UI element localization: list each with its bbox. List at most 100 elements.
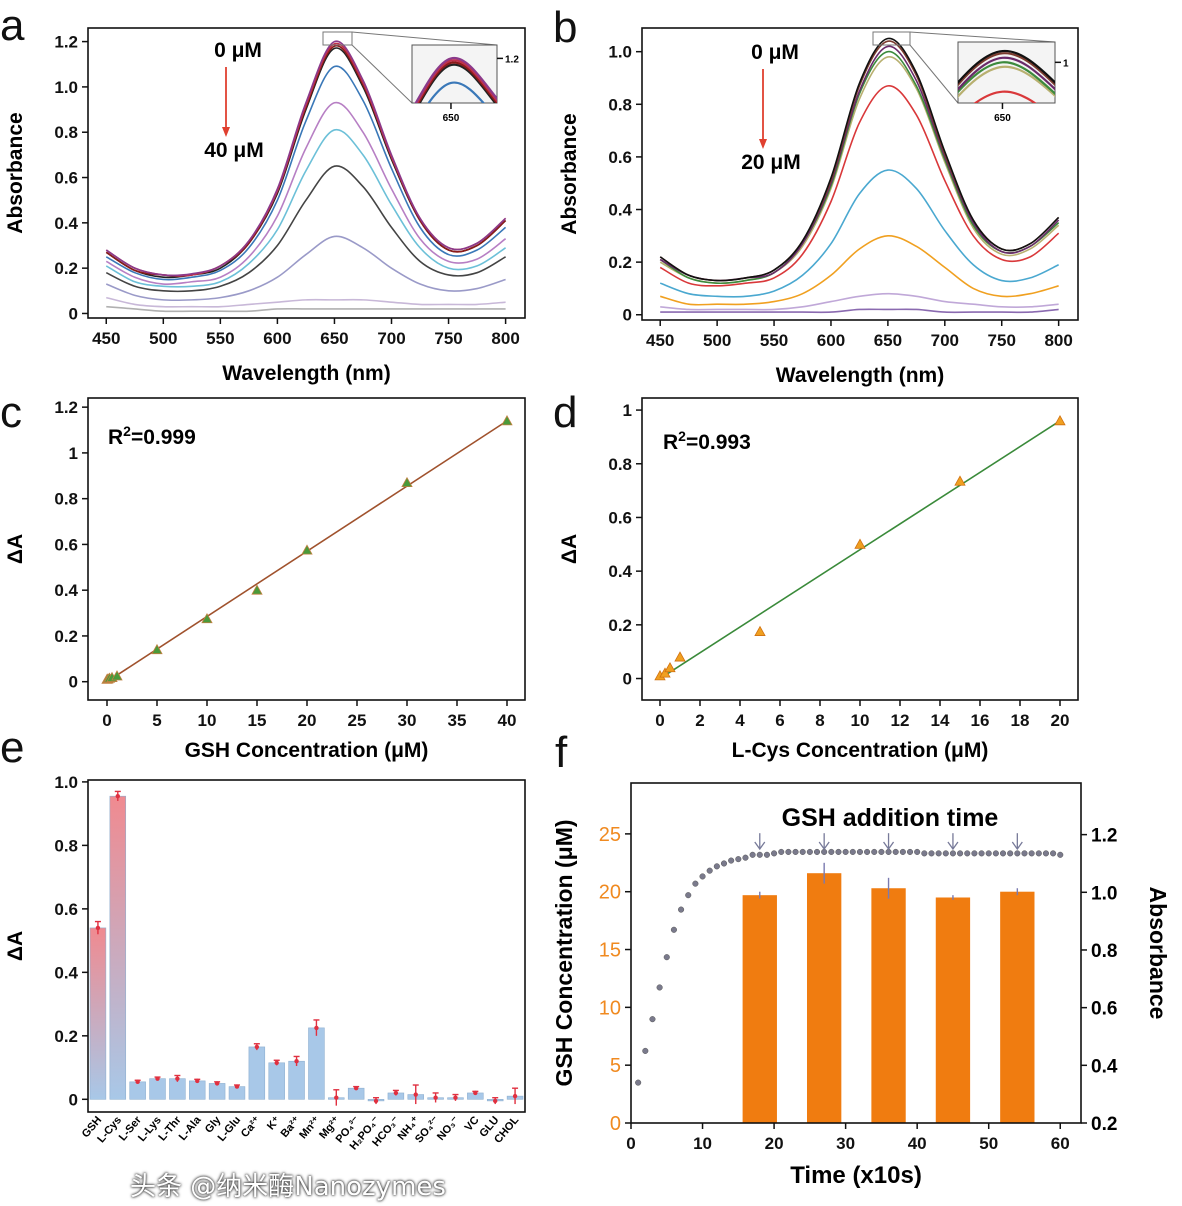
panel-f-xtick-label: 60 bbox=[1051, 1134, 1070, 1153]
panel-f-absorbance-point bbox=[735, 856, 742, 863]
panel-a-zoom-connector bbox=[351, 44, 413, 104]
panel-e-ytick-label: 0.8 bbox=[54, 836, 78, 855]
r2-superscript: 2 bbox=[678, 428, 686, 444]
panel-e-error-center bbox=[294, 1059, 299, 1064]
panel-b-xtick-label: 600 bbox=[817, 331, 845, 350]
panel-e-bar bbox=[308, 1027, 325, 1100]
r2-prefix: R bbox=[663, 431, 678, 454]
panel-e-error-center bbox=[155, 1076, 160, 1081]
panel-f-ytick-right-label: 1.2 bbox=[1091, 826, 1117, 847]
panel-a-ytick-label: 0.8 bbox=[54, 123, 78, 142]
panel-f-ytick-right-label: 0.8 bbox=[1091, 941, 1117, 962]
panel-c-xtick-label: 15 bbox=[248, 711, 267, 730]
panel-f-absorbance-point bbox=[813, 848, 821, 855]
panel-b-xtick-label: 750 bbox=[988, 331, 1016, 350]
panel-a-xtick-label: 750 bbox=[434, 329, 462, 348]
panel-b-spectrum-line bbox=[659, 37, 1060, 282]
panel-f-absorbance-point bbox=[842, 848, 849, 855]
panel-b-ytick-label: 1.0 bbox=[608, 43, 632, 62]
panel-f-absorbance-point bbox=[806, 848, 813, 855]
panel-e-xtick-label: L-Glu bbox=[216, 1114, 244, 1144]
panel-letter-a: a bbox=[0, 1, 25, 50]
panel-c-r2-annotation: R2=0.999 bbox=[108, 423, 196, 449]
panel-d-xtick-label: 6 bbox=[775, 711, 784, 730]
panel-d-fit-line bbox=[659, 420, 1061, 680]
panel-f-absorbance-point bbox=[892, 848, 899, 855]
panel-f-absorbance-point bbox=[1007, 850, 1014, 857]
panel-b-ytick-label: 0.8 bbox=[608, 95, 632, 114]
panel-a-series-group bbox=[105, 40, 507, 313]
panel-f-absorbance-point bbox=[685, 892, 692, 899]
panel-b-inset-line bbox=[958, 49, 1055, 85]
panel-e-error-center bbox=[234, 1084, 240, 1089]
panel-a-xtick-label: 800 bbox=[491, 329, 519, 348]
panel-f-absorbance-point bbox=[778, 848, 785, 855]
panel-f-absorbance-point bbox=[635, 1079, 642, 1086]
panel-b-inset-line bbox=[958, 52, 1055, 87]
panel-e-ytick-label: 0 bbox=[69, 1090, 78, 1109]
panel-c-xtick-label: 20 bbox=[298, 711, 317, 730]
panel-b-inset-xtick-label: 650 bbox=[994, 113, 1011, 124]
panel-d-data-point bbox=[854, 538, 866, 549]
panel-b-inset-line bbox=[958, 65, 1055, 98]
panel-e-error-center bbox=[413, 1092, 418, 1097]
panel-c-ytick-label: 0.4 bbox=[54, 581, 78, 600]
panel-d-data-point bbox=[954, 475, 966, 486]
panel-b-spectrum-line bbox=[659, 85, 1060, 287]
panel-e-xtick-label: NO₃⁻ bbox=[435, 1114, 462, 1143]
panel-a-ytick-label: 0.2 bbox=[54, 259, 78, 278]
panel-c-data-point bbox=[111, 670, 123, 681]
panel-e-frame bbox=[87, 779, 526, 1113]
panel-b-arrow-head bbox=[759, 139, 767, 149]
panel-f-xtick-label: 40 bbox=[908, 1134, 927, 1153]
panel-c-xtick-label: 25 bbox=[348, 711, 367, 730]
panel-c-xlabel: GSH Concentration (μM) bbox=[185, 739, 429, 762]
panel-c-ytick-label: 1 bbox=[69, 444, 78, 463]
panel-f-absorbance-point bbox=[942, 850, 949, 857]
panel-f-absorbance-point bbox=[971, 850, 978, 857]
panel-e-error-center bbox=[353, 1085, 359, 1091]
panel-c-xtick-label: 30 bbox=[398, 711, 417, 730]
panel-e-bar bbox=[109, 795, 127, 1100]
panel-f-absorbance-point bbox=[1050, 850, 1057, 857]
panel-f-absorbance-point bbox=[906, 848, 914, 855]
panel-f-absorbance-point bbox=[1021, 850, 1028, 857]
panel-a-frame bbox=[87, 27, 526, 319]
panel-c-xtick-label: 5 bbox=[152, 711, 161, 730]
panel-a-arrow-head bbox=[222, 127, 230, 137]
panel-e-bar bbox=[89, 927, 107, 1100]
panel-c-data-point bbox=[501, 415, 513, 426]
panel-f-absorbance-point bbox=[914, 848, 921, 855]
panel-b-xtick-label: 800 bbox=[1044, 331, 1072, 350]
panel-e-bar bbox=[149, 1078, 166, 1100]
r2-value: =0.999 bbox=[131, 426, 196, 449]
panel-e-error-center bbox=[135, 1079, 140, 1085]
panel-f-absorbance-point bbox=[763, 851, 770, 858]
panel-d-data-point bbox=[674, 651, 686, 662]
panel-f-absorbance-point bbox=[678, 906, 685, 913]
panel-e-error-center bbox=[433, 1095, 438, 1100]
panel-d-xtick-label: 14 bbox=[931, 711, 950, 730]
panel-e-bar bbox=[129, 1081, 146, 1100]
panel-e-ytick-label: 1.0 bbox=[54, 773, 78, 792]
r2-prefix: R bbox=[108, 426, 123, 449]
panel-c-data-point bbox=[251, 584, 263, 595]
panel-b-inset-line bbox=[598, 220, 1182, 279]
panel-b-spectrum-line bbox=[659, 169, 1059, 298]
panel-c-ytick-label: 0.6 bbox=[54, 535, 78, 554]
panel-f-absorbance-point bbox=[699, 873, 706, 880]
panel-f-xtick-label: 0 bbox=[626, 1134, 635, 1153]
panel-f-ytick-right-label: 1.0 bbox=[1091, 883, 1117, 904]
panel-a-inset-xtick-label: 650 bbox=[443, 113, 460, 124]
panel-b-frame bbox=[641, 27, 1079, 321]
panel-f-ytick-label: 15 bbox=[599, 940, 621, 962]
panel-f-ytick-label: 10 bbox=[599, 997, 621, 1019]
panel-b-ytick-label: 0.2 bbox=[608, 253, 632, 272]
panel-c-xtick-label: 35 bbox=[448, 711, 467, 730]
panel-f-bar bbox=[871, 888, 906, 1123]
panel-f-addition-arrow-head bbox=[947, 841, 959, 851]
panel-b-series-group bbox=[659, 37, 1060, 314]
panel-b-xtick-label: 650 bbox=[874, 331, 902, 350]
panel-a-spectrum-line bbox=[105, 101, 507, 285]
